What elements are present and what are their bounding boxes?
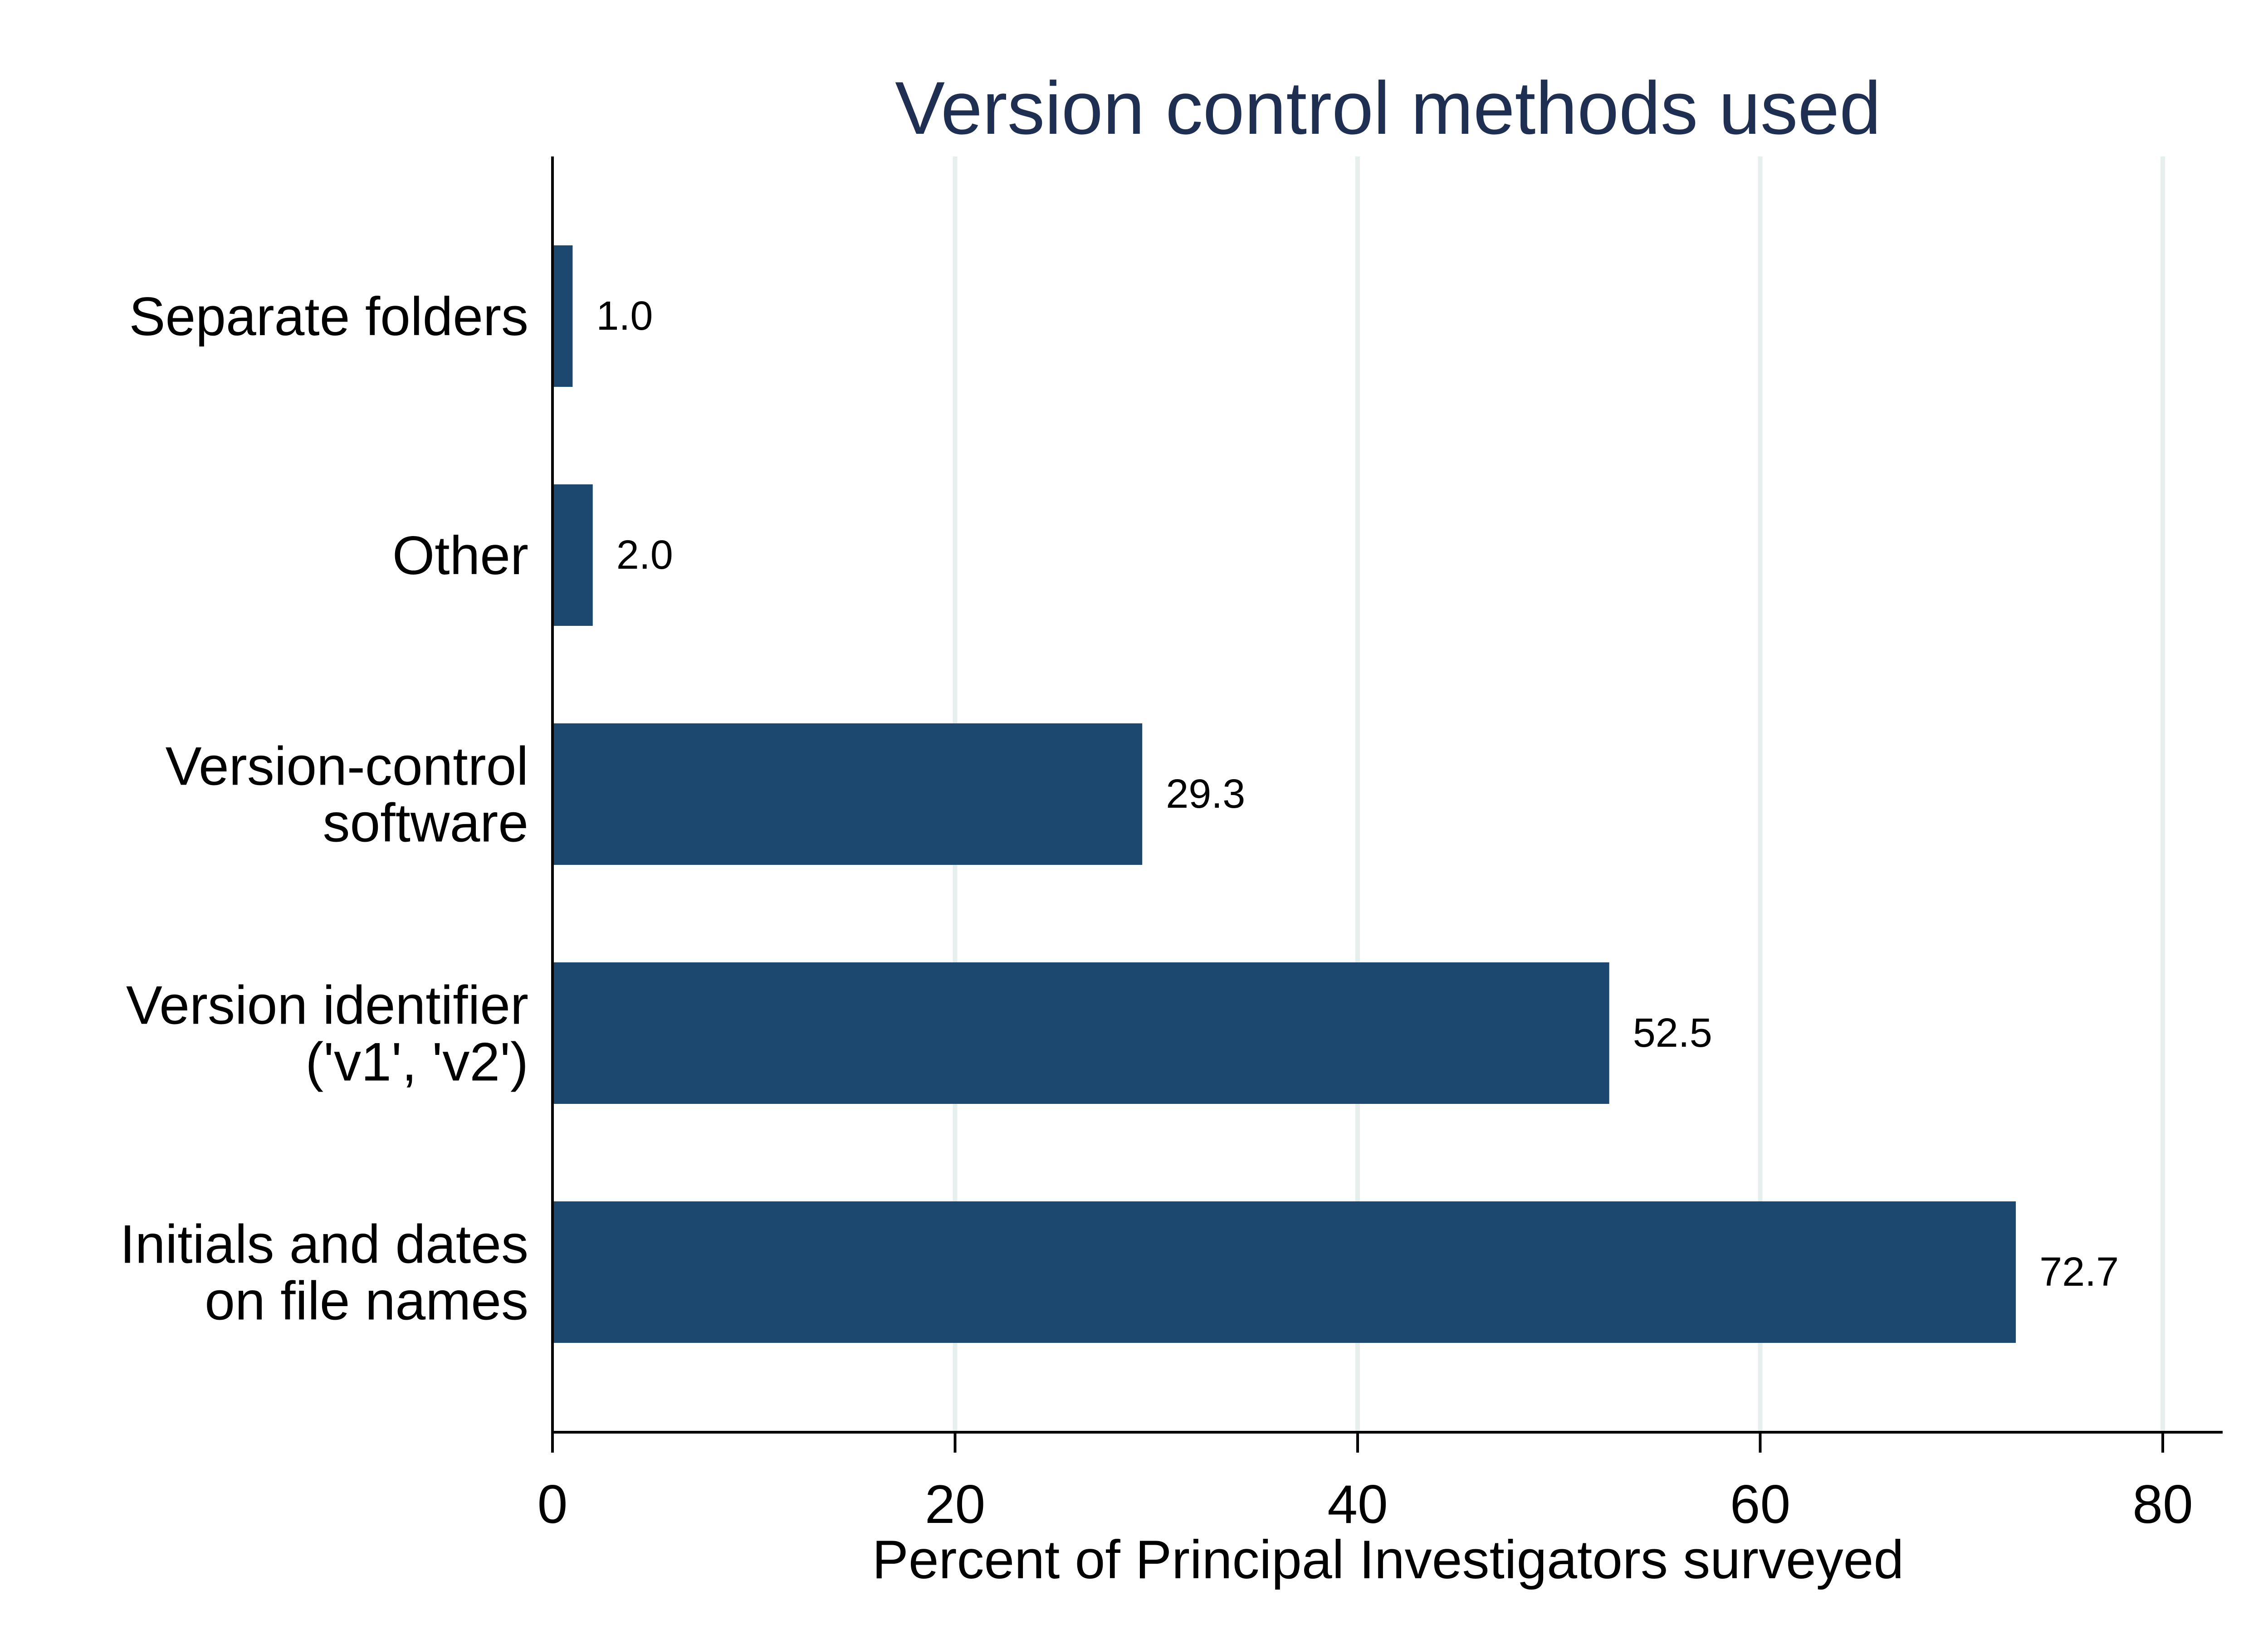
x-tick-labels: 0 20 40 60 80 xyxy=(538,1474,2193,1535)
category-label: Version-control software xyxy=(166,736,528,854)
bar-value-label: 1.0 xyxy=(596,293,653,339)
category-label: Version identifier ('v1', 'v2') xyxy=(126,975,528,1093)
x-axis-label: Percent of Principal Investigators surve… xyxy=(872,1529,1904,1590)
bar xyxy=(552,484,593,626)
bar xyxy=(552,1201,2016,1343)
x-tick-label: 60 xyxy=(1730,1474,1790,1535)
category-label: Separate folders xyxy=(129,286,528,347)
value-labels: 1.0 2.0 29.3 52.5 72.7 xyxy=(596,293,2119,1295)
category-labels: Separate folders Other Version-control soft… xyxy=(120,286,528,1332)
bar-value-label: 72.7 xyxy=(2039,1249,2119,1295)
x-tick-label: 40 xyxy=(1327,1474,1388,1535)
bar xyxy=(552,723,1143,865)
bar xyxy=(552,962,1609,1104)
bar-value-label: 29.3 xyxy=(1166,771,1245,817)
bar-value-label: 52.5 xyxy=(1633,1010,1712,1056)
category-label: Other xyxy=(392,525,528,586)
x-tick-label: 80 xyxy=(2132,1474,2193,1535)
x-tick-label: 0 xyxy=(538,1474,568,1535)
category-label: Initials and dates on file names xyxy=(120,1214,528,1332)
chart-title: Version control methods used xyxy=(895,66,1881,150)
axes xyxy=(551,156,2223,1453)
x-tick-label: 20 xyxy=(925,1474,985,1535)
bars xyxy=(552,245,2016,1343)
bar-value-label: 2.0 xyxy=(616,532,673,578)
bar xyxy=(552,245,573,387)
